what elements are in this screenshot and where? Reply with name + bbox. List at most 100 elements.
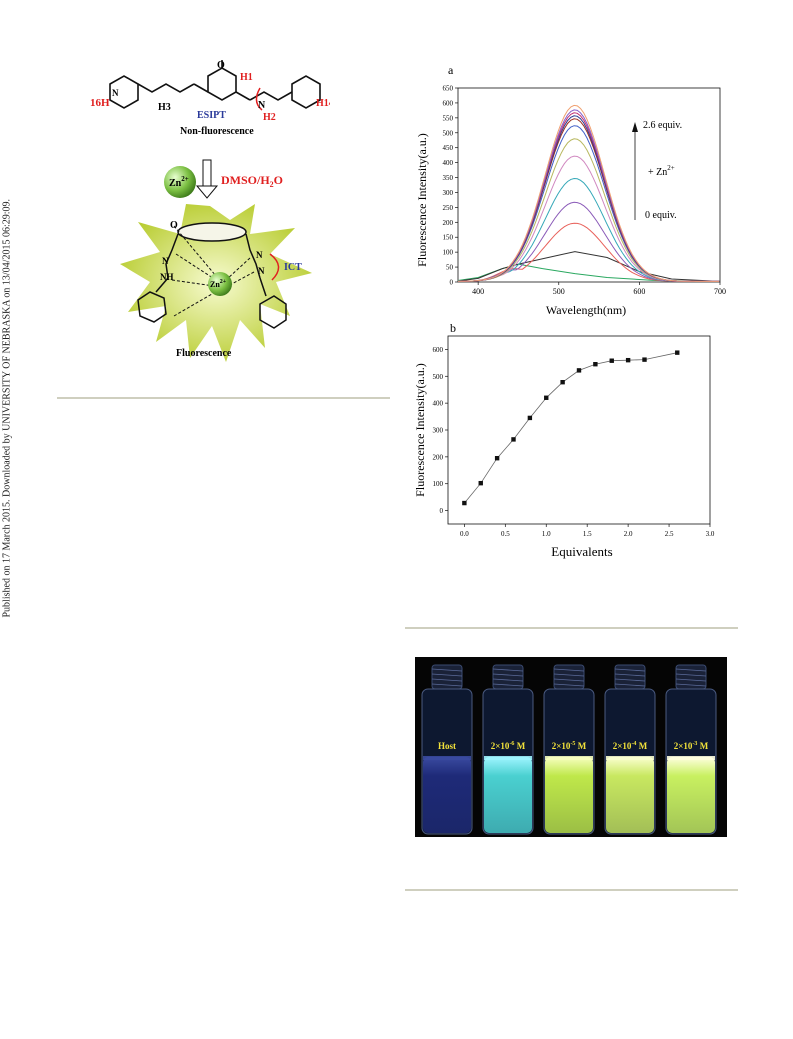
vial: 2×10-3 M xyxy=(665,664,717,835)
right-pyridine-ring xyxy=(291,75,321,109)
divider-right-2 xyxy=(405,889,738,891)
chart-a-emission-spectra: a Fluorescence Intensity(a.u.) Wavelengt… xyxy=(415,63,726,317)
chart-a-ytick-label: 400 xyxy=(443,159,454,167)
chart-a-series-line xyxy=(458,112,720,282)
chart-a-ytick-label: 0 xyxy=(450,279,454,287)
chart-a-xlabel: Wavelength(nm) xyxy=(546,303,626,317)
chart-a-ytick-label: 450 xyxy=(443,144,454,152)
complex-o-label: O xyxy=(170,220,178,231)
chart-a-ytick-label: 650 xyxy=(443,85,454,93)
vial: 2×10-4 M xyxy=(604,664,656,835)
chart-b-data-point xyxy=(494,456,500,461)
left-pyridine-ring xyxy=(109,75,139,109)
chart-a-series-line xyxy=(458,201,720,282)
chart-b-data-point xyxy=(625,357,631,363)
chart-a-ytick-label: 150 xyxy=(443,234,454,242)
chart-b-data-point xyxy=(560,379,565,385)
chart-a-annotation-top: 2.6 equiv. xyxy=(643,120,682,131)
zn-ion-label: Zn2+ xyxy=(169,175,189,189)
vial-liquid xyxy=(423,757,471,833)
label-h2: H2 xyxy=(263,112,276,123)
chart-a-annotation-bottom: 0 equiv. xyxy=(645,210,677,221)
chart-b-xlabel: Equivalents xyxy=(551,544,612,559)
chart-a-ytick-label: 250 xyxy=(443,204,454,212)
vial-liquid xyxy=(667,757,715,833)
chart-b-xtick-label: 1.5 xyxy=(583,530,592,538)
chart-a-ytick-label: 200 xyxy=(443,219,454,227)
vial: Host xyxy=(421,664,473,835)
chart-b-data-point xyxy=(511,437,516,442)
vial-liquid xyxy=(545,757,593,833)
ict-arrow xyxy=(269,253,280,281)
chart-b-data-point xyxy=(462,500,467,506)
vial-concentration-label: 2×10-3 M xyxy=(674,741,709,751)
label-h14: H14 xyxy=(316,98,330,109)
chart-a-series-line xyxy=(457,251,721,282)
label-esipt: ESIPT xyxy=(197,110,226,121)
chart-b-xtick-label: 2.5 xyxy=(665,530,674,538)
complex-nh-label: NH xyxy=(160,272,174,282)
chart-b-ytick-label: 100 xyxy=(433,480,444,488)
chart-b-ytick-label: 200 xyxy=(433,453,444,461)
chart-a-series-line xyxy=(458,125,720,282)
chart-a-xtick-label: 600 xyxy=(633,287,645,296)
chart-a-annotation-mid: + Zn2+ xyxy=(648,164,675,178)
chart-b-data-point xyxy=(642,357,647,362)
chart-a-xtick-label: 700 xyxy=(714,287,726,296)
chart-b-panel-label: b xyxy=(450,321,456,335)
chart-b-xtick-label: 0.0 xyxy=(460,530,469,538)
label-h3: H3 xyxy=(158,102,171,113)
complex-n-label-3: N xyxy=(258,266,265,276)
publication-note: Published on 17 March 2015. Downloaded b… xyxy=(1,198,13,618)
label-h1: H1 xyxy=(240,72,253,83)
label-h16: 16H xyxy=(90,97,110,109)
label-n-left: N xyxy=(112,88,119,98)
zn-complex-label: Zn2+ xyxy=(210,279,227,289)
vial-concentration-label: Host xyxy=(438,741,456,751)
chart-b-ylabel: Fluorescence Intensity(a.u.) xyxy=(413,363,427,497)
esipt-arrow xyxy=(255,87,263,111)
reaction-scheme: 16H N H3 O H1 N H2 H14 ESIPT Non-fluores… xyxy=(90,60,330,362)
chart-a-series-line xyxy=(457,155,720,282)
vial: 2×10-5 M xyxy=(543,664,595,835)
chart-b-ytick-label: 0 xyxy=(440,507,444,515)
chart-b-titration-curve: b Fluorescence Intensity(a.u.) Equivalen… xyxy=(413,321,715,559)
chart-a-ytick-label: 600 xyxy=(443,99,454,107)
vials-photo: Host 2×10-6 M 2×10-5 M 2×10-4 M 2×10-3 M xyxy=(415,657,727,837)
vial-liquid xyxy=(606,757,654,833)
chart-a-plot-frame xyxy=(457,87,721,283)
chart-a-xtick-label: 400 xyxy=(472,287,484,296)
vial-concentration-label: 2×10-6 M xyxy=(491,741,526,751)
chart-b-data-point xyxy=(576,368,582,373)
vial-concentration-label: 2×10-5 M xyxy=(552,741,587,751)
vial-concentration-label: 2×10-4 M xyxy=(613,741,648,751)
chart-a-series-line xyxy=(457,263,721,282)
label-ict: ICT xyxy=(284,262,302,273)
chart-a-ytick-label: 300 xyxy=(443,189,454,197)
zn-ion-sphere xyxy=(164,166,196,198)
chart-a-ylabel: Fluorescence Intensity(a.u.) xyxy=(415,133,429,267)
chart-b-data-point xyxy=(675,350,680,355)
label-non-fluorescence: Non-fluorescence xyxy=(180,126,254,137)
chart-b-data-point xyxy=(527,415,533,421)
chart-a-ytick-label: 350 xyxy=(443,174,454,182)
chart-b-ytick-label: 500 xyxy=(433,373,444,381)
chart-a-panel-label: a xyxy=(448,63,454,77)
chart-a-series-line xyxy=(458,104,720,282)
vial: 2×10-6 M xyxy=(482,664,534,835)
chart-a-series-line xyxy=(458,222,720,282)
chart-b-plot-frame xyxy=(447,335,711,525)
chart-a-xtick-label: 500 xyxy=(553,287,565,296)
divider-right-1 xyxy=(405,627,738,629)
chart-b-xtick-label: 2.0 xyxy=(624,530,633,538)
chart-b-series-line xyxy=(464,352,678,504)
label-fluorescence: Fluorescence xyxy=(176,348,232,359)
chart-b-data-point xyxy=(544,395,549,400)
solvent-label: DMSO/H2O xyxy=(221,173,283,189)
complex-n-label-1: N xyxy=(162,256,169,266)
chart-b-xtick-label: 0.5 xyxy=(501,530,510,538)
chart-b-data-point xyxy=(609,358,614,363)
complex-n-label-2: N xyxy=(256,250,263,260)
zn-complex-sphere xyxy=(208,272,232,296)
label-n-right: N xyxy=(258,100,266,111)
